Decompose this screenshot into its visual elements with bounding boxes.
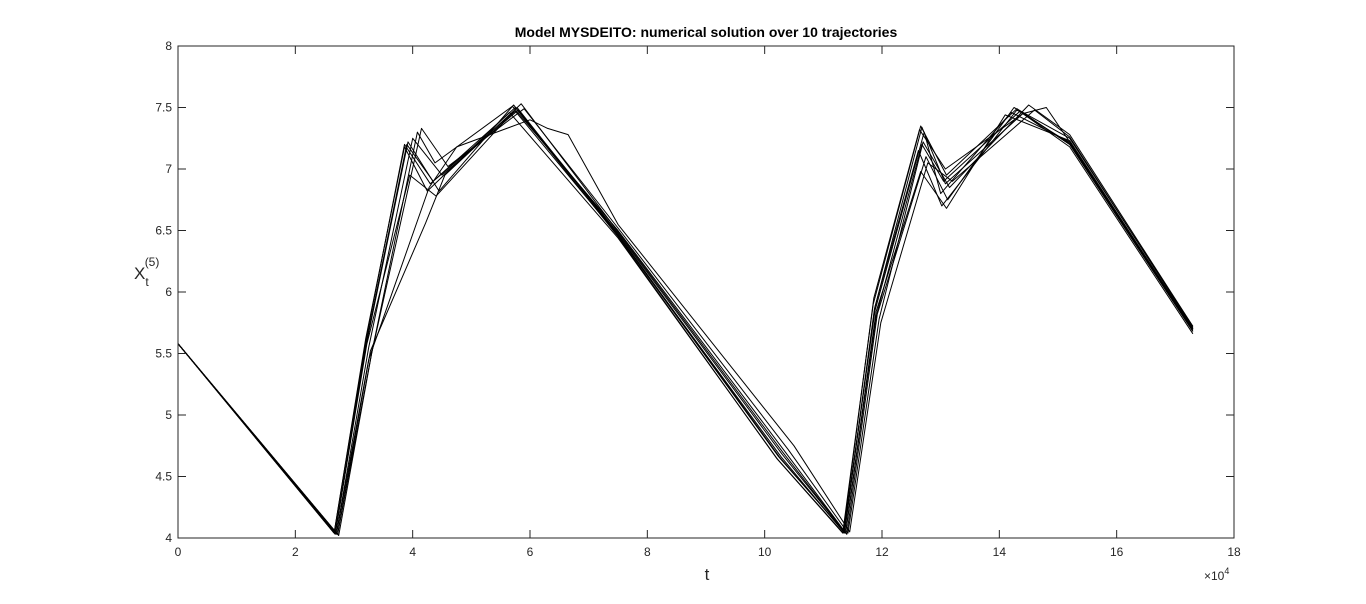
x-tick-label: 2	[292, 545, 299, 559]
trajectory-line-4	[177, 105, 1194, 535]
y-tick-label: 5.5	[155, 347, 172, 361]
y-tick-label: 5	[165, 408, 172, 422]
x-axis-label: t	[705, 565, 710, 584]
x-exponent-power: 4	[1224, 566, 1229, 576]
x-tick-label: 6	[527, 545, 534, 559]
x-tick-label: 14	[993, 545, 1007, 559]
x-axis-ticks: 0 2 4 6 8 10 12 14 16 18	[175, 46, 1241, 559]
x-tick-label: 12	[875, 545, 889, 559]
y-tick-label: 7.5	[155, 101, 172, 115]
y-tick-label: 8	[165, 39, 172, 53]
x-tick-label: 4	[409, 545, 416, 559]
y-tick-label: 6	[165, 285, 172, 299]
y-tick-label: 4.5	[155, 470, 172, 484]
plot-lines	[177, 103, 1194, 536]
trajectory-line-5	[177, 111, 1194, 534]
y-tick-label: 4	[165, 531, 172, 545]
x-tick-label: 8	[644, 545, 651, 559]
y-tick-label: 7	[165, 162, 172, 176]
y-label-sup: (5)	[145, 255, 160, 269]
y-axis-label: Xt (5)	[134, 255, 159, 289]
x-tick-label: 10	[758, 545, 772, 559]
chart-title: Model MYSDEITO: numerical solution over …	[515, 24, 898, 40]
x-exponent-base: ×10	[1204, 569, 1225, 583]
y-axis-ticks: 4 4.5 5 5.5 6 6.5 7 7.5 8	[155, 39, 1234, 545]
x-tick-label: 18	[1227, 545, 1241, 559]
trajectory-line-8	[177, 109, 1194, 535]
x-tick-label: 0	[175, 545, 182, 559]
trajectory-line-9	[177, 103, 1194, 535]
x-tick-label: 16	[1110, 545, 1124, 559]
y-tick-label: 6.5	[155, 224, 172, 238]
y-label-sub: t	[145, 275, 149, 289]
x-axis-exponent: ×104	[1204, 566, 1229, 583]
trajectory-line-10	[177, 107, 1194, 534]
y-label-base: X	[134, 264, 145, 283]
